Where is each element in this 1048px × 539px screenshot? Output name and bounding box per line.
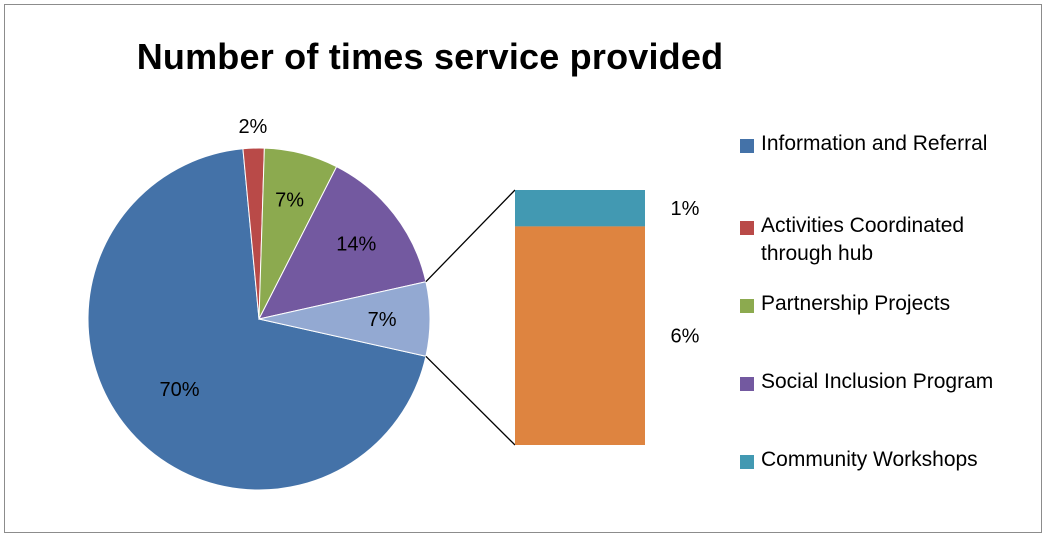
data-label-information-and-referral: 70% xyxy=(159,379,199,401)
pie-slice-other xyxy=(258,281,431,357)
data-label-social-inclusion-program: 14% xyxy=(336,234,376,256)
legend-swatch xyxy=(740,139,754,153)
data-label-secondary-segment-2: 6% xyxy=(671,326,700,348)
data-label-activities-coordinated-through-hub: 2% xyxy=(238,116,267,138)
bar-segment-community-workshops xyxy=(515,190,645,227)
connector-lines xyxy=(425,189,516,446)
secondary-stacked-bar xyxy=(515,190,645,445)
legend-label: Partnership Projects xyxy=(761,292,951,315)
legend-item-information-and-referral: Information and Referral xyxy=(740,130,1040,158)
legend-label: Social Inclusion Program xyxy=(761,370,994,393)
connector-line-bottom xyxy=(425,355,516,446)
legend-swatch xyxy=(740,455,754,469)
legend-item-partnership-projects: Partnership Projects xyxy=(740,290,1040,318)
legend-label: Community Workshops xyxy=(761,448,978,471)
data-label-other: 7% xyxy=(368,309,397,331)
pie-slice-social-inclusion-program xyxy=(258,165,427,320)
legend-item-social-inclusion-program: Social Inclusion Program xyxy=(740,368,1040,396)
bar-segment-segment-2 xyxy=(515,226,645,445)
data-labels: 70% 2% 7% 14% 7% 1% 6% xyxy=(159,116,699,401)
data-label-partnership-projects: 7% xyxy=(275,190,304,212)
legend-label: Information and Referral xyxy=(761,132,988,155)
data-label-secondary-community-workshops: 1% xyxy=(671,198,700,220)
legend-swatch xyxy=(740,221,754,235)
pie-slice-information-and-referral xyxy=(87,148,427,491)
pie-slices xyxy=(87,147,431,491)
legend-swatch xyxy=(740,377,754,391)
chart-title: Number of times service provided xyxy=(136,36,724,77)
connector-line-top xyxy=(425,189,516,283)
legend-swatch xyxy=(740,299,754,313)
legend-label: Activities Coordinated through hub xyxy=(761,214,965,265)
legend-item-community-workshops: Community Workshops xyxy=(740,446,1040,474)
legend-item-activities-coordinated-through-hub: Activities Coordinated through hub xyxy=(740,212,1040,268)
